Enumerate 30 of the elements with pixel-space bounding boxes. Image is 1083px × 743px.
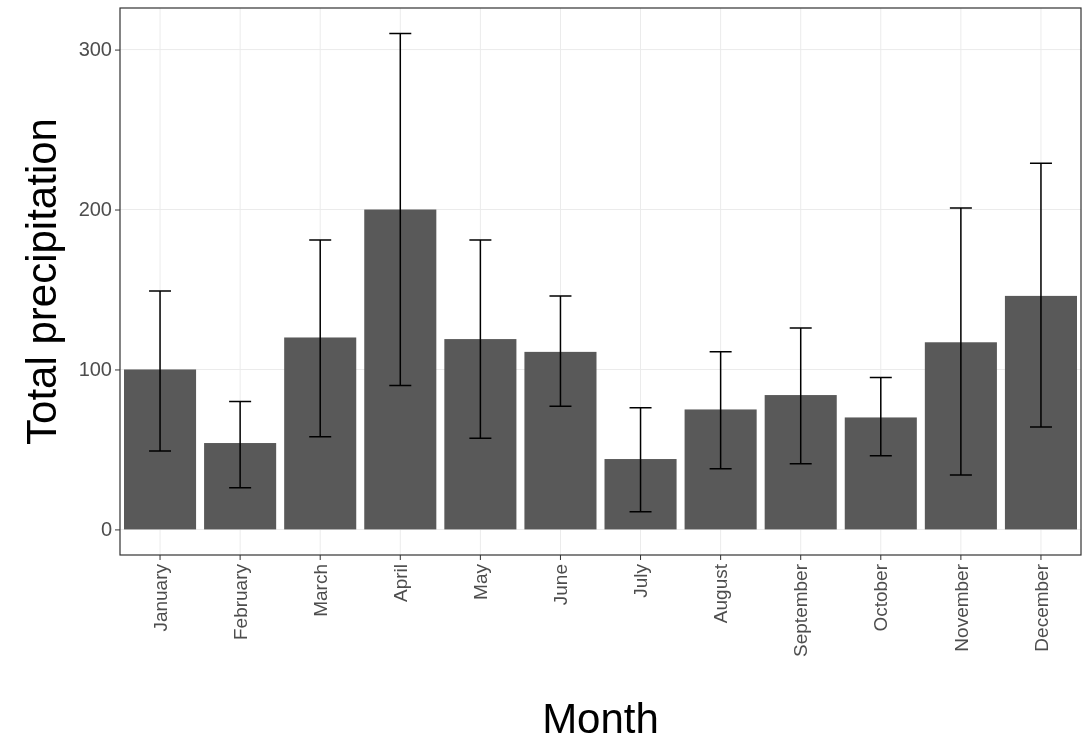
y-tick-label: 200 [78,198,112,221]
x-tick-label: June [550,564,572,606]
x-tick-label: November [950,563,972,652]
y-axis-title: Total precipitation [18,118,65,445]
bar [1004,295,1077,530]
x-tick-label: July [630,563,652,598]
x-tick-label: December [1030,563,1052,652]
bar [684,409,757,530]
bar [444,339,517,530]
x-tick-label: September [790,563,812,657]
x-tick-label: August [710,563,732,624]
x-tick-label: March [309,564,331,617]
bar [204,443,277,530]
x-tick-label: February [229,563,251,641]
bar [364,209,437,530]
x-axis-title: Month [542,695,659,742]
y-tick-label: 100 [78,358,112,381]
bar [604,459,677,530]
bar [764,395,837,530]
y-tick-label: 0 [100,518,112,541]
bar [524,351,597,530]
x-tick-label: October [870,563,892,632]
bar [124,369,197,530]
y-tick-label: 300 [78,38,112,61]
bar [924,342,997,530]
x-tick-label: April [389,564,411,603]
bar [284,337,357,530]
x-tick-label: January [149,563,171,632]
x-tick-label: May [470,563,492,600]
bar [844,417,917,530]
